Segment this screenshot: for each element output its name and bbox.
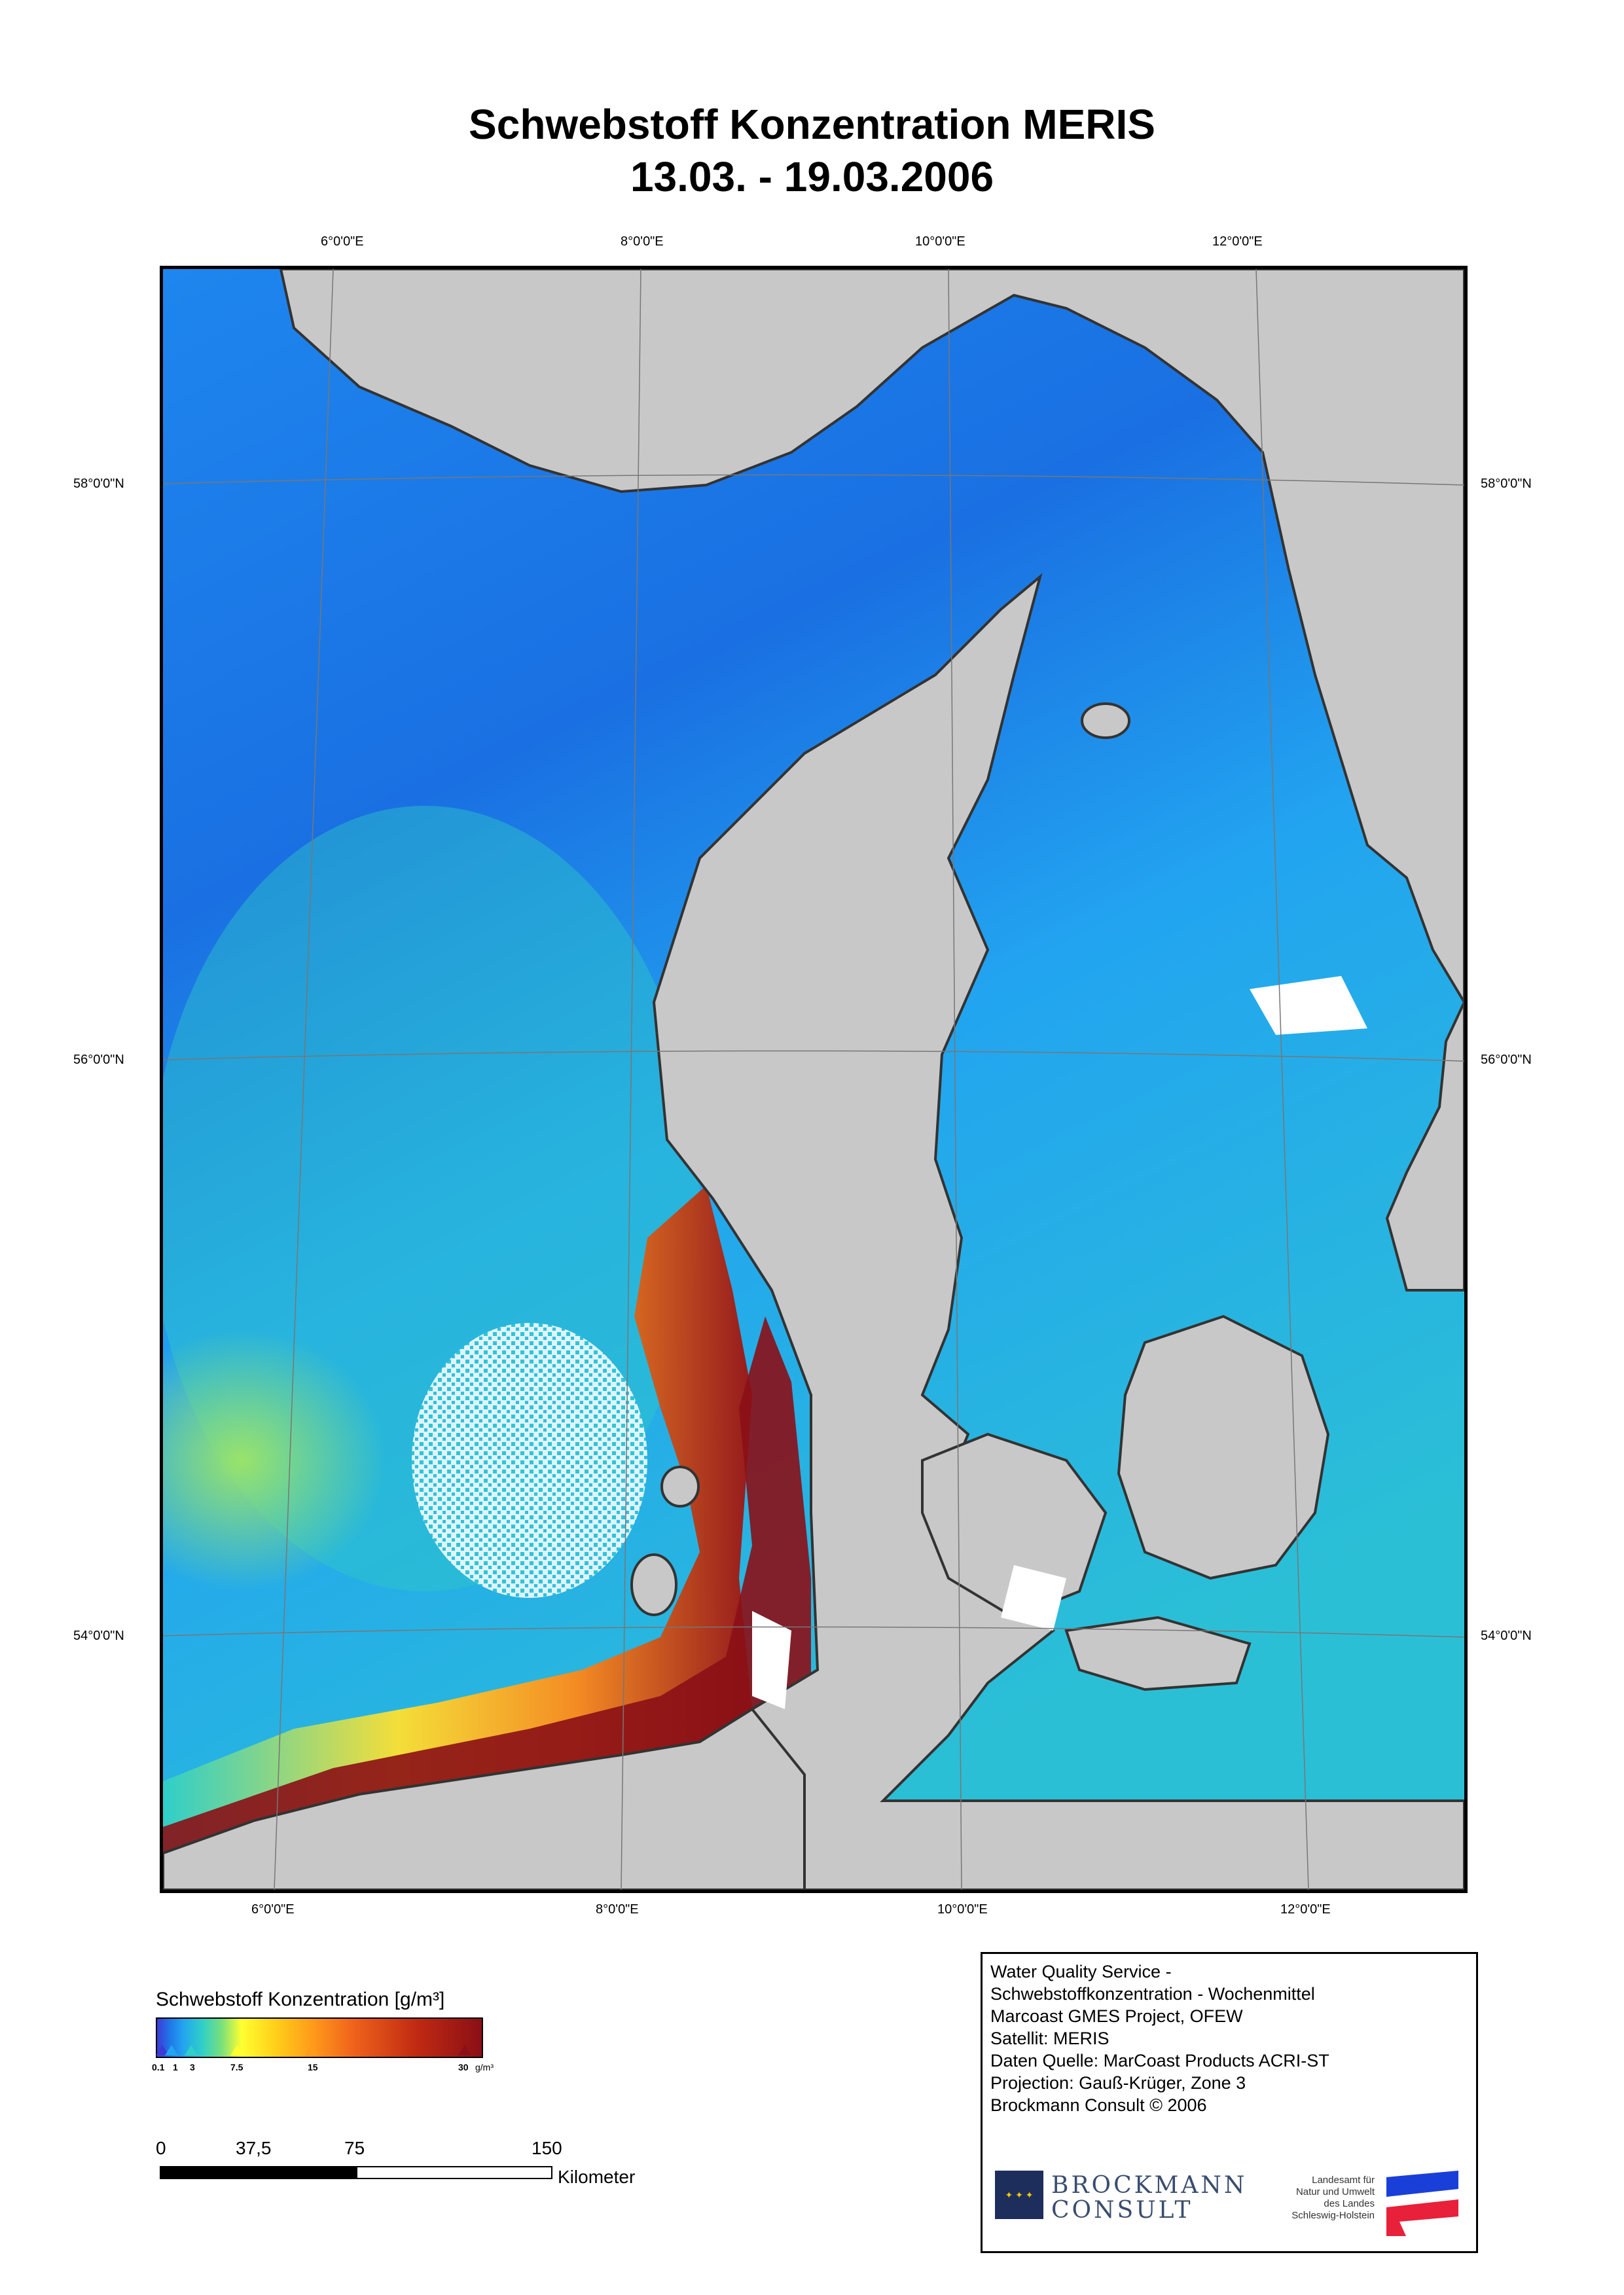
info-line: Water Quality Service - xyxy=(990,1962,1172,1981)
map-date-range: 13.03. - 19.03.2006 xyxy=(630,153,994,200)
logo-text: CONSULT xyxy=(1051,2197,1193,2224)
legend-tick-label: 30 xyxy=(458,2062,469,2072)
wadden-island xyxy=(630,1553,677,1616)
no-data-patch xyxy=(752,1611,791,1709)
logo-text: BROCKMANN xyxy=(1051,2172,1248,2199)
right-lat-label: 54°0'0"N xyxy=(1481,1629,1532,1643)
laesoe-island xyxy=(1081,702,1130,739)
legend-tick-label: 3 xyxy=(190,2062,195,2072)
scale-label: 75 xyxy=(344,2138,365,2158)
bottom-lon-label: 10°0'0"E xyxy=(937,1902,988,1917)
left-lat-label: 56°0'0"N xyxy=(73,1053,124,1067)
norway-landmass xyxy=(279,269,1464,1005)
logo-text: Schleswig-Holstein xyxy=(1291,2210,1375,2221)
info-line: Schwebstoffkonzentration - Wochenmittel xyxy=(990,1984,1315,2004)
germany-netherlands-landmass xyxy=(163,1707,806,1890)
bottom-lon-label: 6°0'0"E xyxy=(251,1902,295,1917)
lolland-island xyxy=(1064,1616,1252,1691)
left-lat-label: 54°0'0"N xyxy=(73,1629,124,1643)
no-data-patch xyxy=(1001,1565,1066,1631)
map-title: Schwebstoff Konzentration MERIS xyxy=(469,101,1155,148)
sweden-landmass xyxy=(1385,1002,1464,1292)
scale-unit: Kilometer xyxy=(558,2167,636,2187)
info-line: Marcoast GMES Project, OFEW xyxy=(990,2006,1243,2026)
map-frame[interactable] xyxy=(160,266,1468,1893)
scale-label: 0 xyxy=(156,2138,166,2158)
legend-colorbar xyxy=(156,2017,483,2058)
right-lat-label: 58°0'0"N xyxy=(1481,477,1532,491)
right-lat-label: 56°0'0"N xyxy=(1481,1053,1532,1067)
graticule xyxy=(163,269,1464,1890)
left-lat-label: 58°0'0"N xyxy=(73,477,124,491)
legend-marker xyxy=(165,2045,178,2055)
scale-bar xyxy=(160,2166,552,2179)
bottom-lon-label: 12°0'0"E xyxy=(1280,1902,1331,1917)
top-lon-label: 6°0'0"E xyxy=(321,234,364,249)
legend-marker xyxy=(185,2045,198,2055)
logo-text: Natur und Umwelt xyxy=(1295,2186,1375,2197)
info-line: Satellit: MERIS xyxy=(990,2029,1110,2048)
legend-tick-label: 0.1 xyxy=(152,2062,165,2072)
info-line: Daten Quelle: MarCoast Products ACRI-ST xyxy=(990,2051,1329,2070)
jutland-landmass xyxy=(652,573,1464,1890)
brockmann-star-icon: ✦ ✦ ✦ xyxy=(995,2171,1043,2219)
legend-marker xyxy=(305,2045,318,2055)
lanu-flag-icon xyxy=(1386,2171,1458,2236)
zealand-island xyxy=(1117,1314,1330,1580)
cloud-gap xyxy=(412,1323,647,1598)
funen-island xyxy=(921,1432,1108,1619)
legend-tick-label: 15 xyxy=(308,2062,318,2072)
legend-marker xyxy=(458,2045,471,2055)
sediment-patch xyxy=(163,1329,386,1591)
brockmann-consult-logo: ✦ ✦ ✦ BROCKMANN CONSULT xyxy=(995,2171,1244,2227)
top-lon-label: 8°0'0"E xyxy=(621,234,664,249)
legend-title: Schwebstoff Konzentration [g/m³] xyxy=(156,1989,445,2010)
legend-marker xyxy=(230,2045,244,2055)
scale-bar-segment xyxy=(161,2167,357,2178)
legend-tick-label: 1 xyxy=(173,2062,178,2072)
info-line: Brockmann Consult © 2006 xyxy=(990,2095,1207,2115)
bottom-lon-label: 8°0'0"E xyxy=(596,1902,639,1917)
top-lon-label: 12°0'0"E xyxy=(1212,234,1263,249)
info-line: Projection: Gauß-Krüger, Zone 3 xyxy=(990,2073,1246,2093)
info-box: Water Quality Service - Schwebstoffkonze… xyxy=(981,1952,1478,2253)
lanu-sh-logo: Landesamt für Natur und Umwelt des Lande… xyxy=(1270,2171,1466,2243)
legend-tick-label: 7.5 xyxy=(230,2062,244,2072)
high-sediment-zone xyxy=(163,1316,811,1890)
scale-label: 150 xyxy=(532,2138,562,2158)
scale-label: 37,5 xyxy=(236,2138,272,2158)
top-lon-label: 10°0'0"E xyxy=(915,234,965,249)
wadden-island xyxy=(660,1466,700,1508)
logo-text: Landesamt für xyxy=(1312,2175,1375,2186)
map-canvas xyxy=(163,269,1464,1890)
legend-unit: g/m³ xyxy=(475,2062,494,2072)
logo-text: des Landes xyxy=(1324,2198,1375,2209)
